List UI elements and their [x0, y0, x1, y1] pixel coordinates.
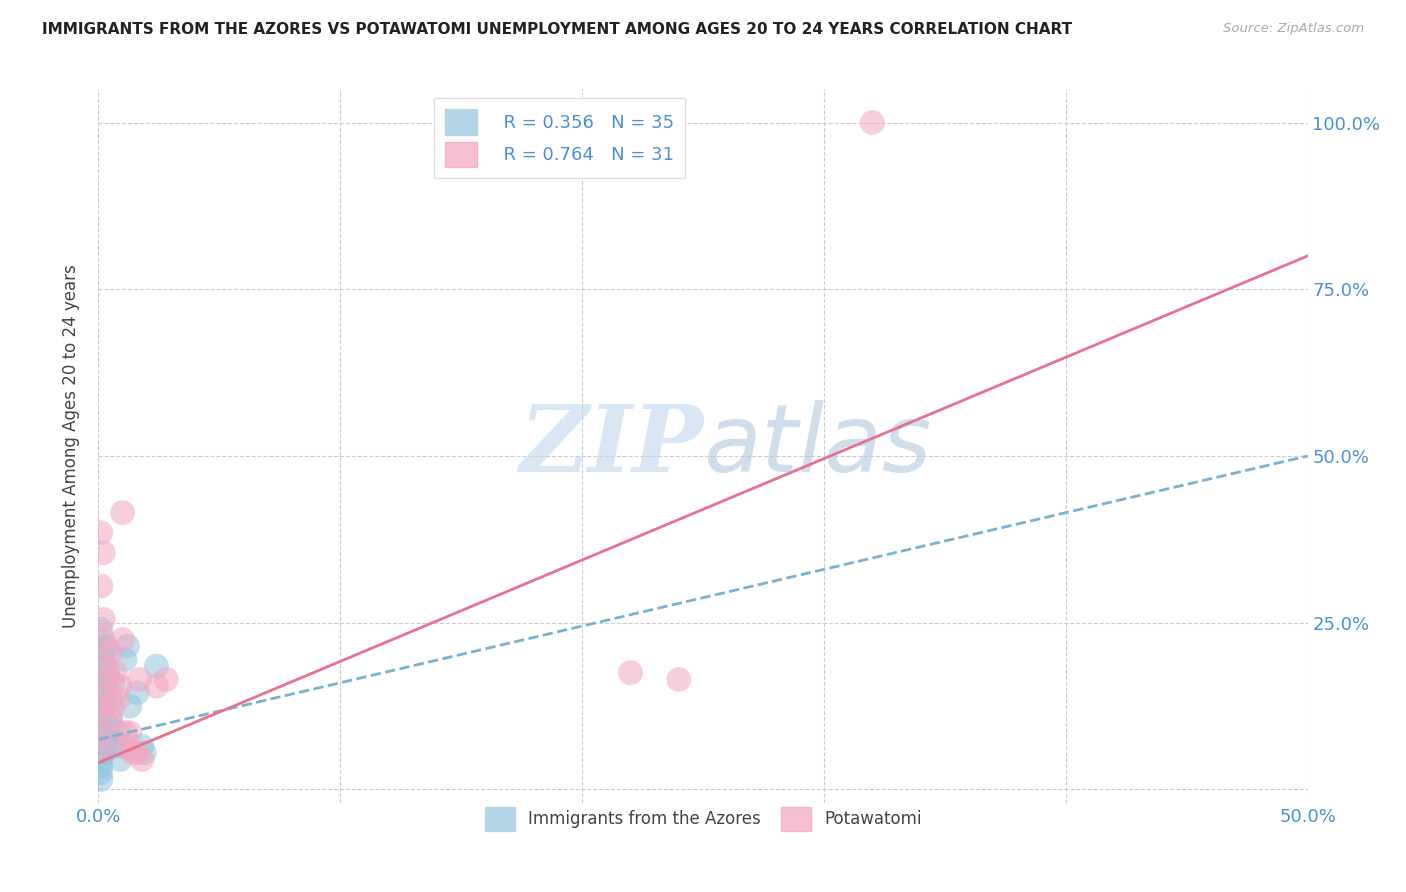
- Text: Source: ZipAtlas.com: Source: ZipAtlas.com: [1223, 22, 1364, 36]
- Legend: Immigrants from the Azores, Potawatomi: Immigrants from the Azores, Potawatomi: [478, 800, 928, 838]
- Text: IMMIGRANTS FROM THE AZORES VS POTAWATOMI UNEMPLOYMENT AMONG AGES 20 TO 24 YEARS : IMMIGRANTS FROM THE AZORES VS POTAWATOMI…: [42, 22, 1073, 37]
- Point: [91, 739, 114, 753]
- Point: [127, 746, 149, 760]
- Point: [90, 579, 112, 593]
- Point: [111, 739, 134, 753]
- Point: [131, 739, 153, 753]
- Point: [127, 686, 149, 700]
- Y-axis label: Unemployment Among Ages 20 to 24 years: Unemployment Among Ages 20 to 24 years: [62, 264, 80, 628]
- Point: [100, 713, 122, 727]
- Point: [118, 725, 141, 739]
- Point: [118, 699, 141, 714]
- Point: [145, 659, 167, 673]
- Point: [91, 612, 114, 626]
- Point: [91, 632, 114, 647]
- Point: [94, 639, 117, 653]
- Point: [121, 746, 143, 760]
- Point: [90, 706, 112, 720]
- Point: [94, 659, 117, 673]
- Point: [108, 679, 131, 693]
- Point: [97, 719, 120, 733]
- Point: [107, 725, 129, 739]
- Point: [91, 659, 114, 673]
- Point: [117, 739, 139, 753]
- Point: [111, 632, 134, 647]
- Point: [860, 115, 883, 129]
- Point: [91, 702, 114, 716]
- Point: [111, 506, 134, 520]
- Point: [91, 696, 114, 710]
- Point: [97, 673, 120, 687]
- Point: [134, 746, 156, 760]
- Point: [90, 772, 112, 787]
- Point: [145, 679, 167, 693]
- Point: [91, 746, 114, 760]
- Point: [94, 679, 117, 693]
- Point: [668, 673, 690, 687]
- Point: [107, 692, 129, 706]
- Point: [117, 639, 139, 653]
- Point: [90, 623, 112, 637]
- Point: [155, 673, 177, 687]
- Point: [108, 752, 131, 766]
- Point: [619, 665, 641, 680]
- Point: [104, 665, 127, 680]
- Point: [101, 699, 124, 714]
- Point: [114, 725, 136, 739]
- Point: [100, 713, 122, 727]
- Point: [91, 736, 114, 750]
- Text: atlas: atlas: [703, 401, 931, 491]
- Point: [128, 673, 150, 687]
- Point: [101, 675, 124, 690]
- Point: [104, 739, 127, 753]
- Point: [91, 649, 114, 664]
- Point: [91, 642, 114, 657]
- Point: [90, 525, 112, 540]
- Text: ZIP: ZIP: [519, 401, 703, 491]
- Point: [91, 546, 114, 560]
- Point: [91, 723, 114, 737]
- Point: [94, 686, 117, 700]
- Point: [100, 646, 122, 660]
- Point: [131, 752, 153, 766]
- Point: [114, 652, 136, 666]
- Point: [90, 759, 112, 773]
- Point: [90, 725, 112, 739]
- Point: [97, 669, 120, 683]
- Point: [90, 673, 112, 687]
- Point: [90, 765, 112, 780]
- Point: [90, 752, 112, 766]
- Point: [100, 692, 122, 706]
- Point: [97, 725, 120, 739]
- Point: [94, 732, 117, 747]
- Point: [90, 699, 112, 714]
